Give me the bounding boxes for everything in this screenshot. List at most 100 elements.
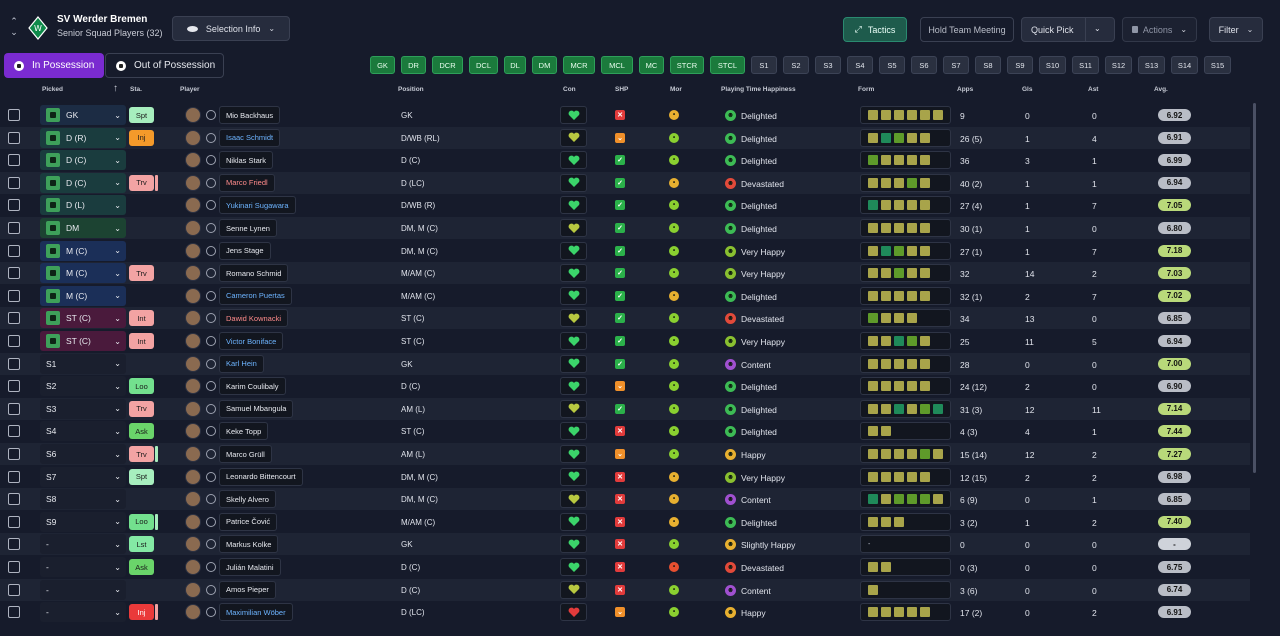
player-name[interactable]: Cameron Puertas	[219, 286, 292, 305]
player-name[interactable]: Yukinari Sugawara	[219, 196, 296, 215]
tab-in-possession[interactable]: In Possession	[4, 53, 104, 78]
avatar[interactable]	[185, 310, 201, 327]
avatar[interactable]	[185, 287, 201, 304]
status-badge[interactable]: Trv	[129, 446, 154, 462]
picked-dropdown[interactable]: D (C) ⌄	[40, 150, 126, 171]
position-chip-dr[interactable]: DR	[401, 56, 426, 74]
row-checkbox[interactable]	[8, 154, 20, 167]
col-apps[interactable]: Apps	[957, 86, 974, 93]
avatar[interactable]	[185, 513, 201, 530]
avatar[interactable]	[185, 174, 201, 191]
player-name[interactable]: Marco Grüll	[219, 445, 272, 463]
picked-dropdown[interactable]: D (R) ⌄	[40, 127, 126, 148]
table-row[interactable]: - ⌄ Amos Pieper D (C) ✕ • ☻ Content 3 (6) 0 0 6.74	[0, 578, 1250, 601]
avatar[interactable]	[185, 536, 201, 553]
col-morale[interactable]: Mor	[670, 86, 682, 93]
col-status[interactable]: Sta.	[130, 86, 142, 93]
table-row[interactable]: M (C) ⌄ Jens Stage DM, M (C) ✓ • ☻ Very Happy 27…	[0, 240, 1250, 262]
player-name[interactable]: Dawid Kownacki	[219, 309, 289, 328]
status-badge[interactable]: Spt	[129, 107, 154, 123]
row-checkbox[interactable]	[8, 289, 20, 302]
position-chip-s15[interactable]: S15	[1204, 56, 1231, 74]
picked-dropdown[interactable]: S3 ⌄	[40, 398, 126, 419]
avatar[interactable]	[185, 107, 201, 123]
col-goals[interactable]: Gls	[1022, 86, 1033, 93]
position-chip-dcr[interactable]: DCR	[432, 56, 463, 74]
col-position[interactable]: Position	[398, 86, 424, 93]
position-chip-s2[interactable]: S2	[783, 56, 809, 74]
picked-dropdown[interactable]: S6 ⌄	[40, 444, 126, 464]
row-checkbox[interactable]	[8, 561, 20, 573]
row-checkbox[interactable]	[8, 448, 20, 460]
position-chip-dl[interactable]: DL	[504, 56, 526, 74]
hold-team-meeting-button[interactable]: Hold Team Meeting	[920, 17, 1014, 42]
position-chip-s1[interactable]: S1	[751, 56, 777, 74]
row-checkbox[interactable]	[8, 109, 20, 121]
table-row[interactable]: D (R) ⌄ Inj Isaac Schmidt D/WB (RL) ⌄ • ☻ Deligh…	[0, 126, 1250, 149]
picked-dropdown[interactable]: S9 ⌄	[40, 511, 126, 532]
col-player[interactable]: Player	[180, 86, 200, 93]
status-badge[interactable]: Lst	[129, 536, 154, 553]
row-checkbox[interactable]	[8, 470, 20, 483]
col-form[interactable]: Form	[858, 86, 875, 93]
player-name[interactable]: Leonardo Bittencourt	[219, 467, 303, 486]
avatar[interactable]	[185, 400, 201, 417]
selection-info-dropdown[interactable]: Selection Info ⌄	[172, 16, 290, 41]
table-row[interactable]: - ⌄ Lst Markus Kolke GK ✕ • ☻ Slightly Happy -0 0 0…	[0, 533, 1250, 556]
row-checkbox[interactable]	[8, 425, 20, 438]
row-checkbox[interactable]	[8, 222, 20, 234]
table-row[interactable]: M (C) ⌄ Trv Romano Schmid M/AM (C) ✓ • ☻ Very Ha…	[0, 262, 1250, 285]
status-badge[interactable]: Ask	[129, 559, 154, 575]
col-picked[interactable]: Picked	[42, 86, 63, 93]
table-row[interactable]: D (C) ⌄ Trv Marco Friedl D (LC) ✓ • ☻ Devastated…	[0, 171, 1250, 194]
avatar[interactable]	[185, 220, 201, 236]
filter-dropdown[interactable]: Filter ⌄	[1209, 17, 1263, 42]
player-name[interactable]: Samuel Mbangula	[219, 399, 294, 418]
row-checkbox[interactable]	[8, 312, 20, 325]
position-chip-s9[interactable]: S9	[1007, 56, 1033, 74]
position-chip-mc[interactable]: MC	[639, 56, 664, 74]
position-chip-s14[interactable]: S14	[1171, 56, 1198, 74]
avatar[interactable]	[185, 378, 201, 395]
status-badge[interactable]: Ask	[129, 423, 154, 440]
row-checkbox[interactable]	[8, 493, 20, 506]
player-name[interactable]: Karim Coulibaly	[219, 377, 286, 396]
position-chip-gk[interactable]: GK	[370, 56, 395, 74]
picked-dropdown[interactable]: DM ⌄	[40, 218, 126, 238]
avatar[interactable]	[185, 333, 201, 349]
row-checkbox[interactable]	[8, 583, 20, 596]
player-name[interactable]: Markus Kolke	[219, 535, 279, 554]
table-scrollbar[interactable]	[1253, 103, 1256, 473]
picked-dropdown[interactable]: GK ⌄	[40, 105, 126, 125]
col-playing-time-happiness[interactable]: Playing Time Happiness	[721, 86, 796, 93]
position-chip-s13[interactable]: S13	[1138, 56, 1165, 74]
table-row[interactable]: GK ⌄ Spt Mio Backhaus GK ✕ • ☻ Delighted 9 0 0 6.92	[0, 104, 1250, 126]
player-name[interactable]: Skelly Alvero	[219, 490, 276, 509]
row-checkbox[interactable]	[8, 402, 20, 415]
player-name[interactable]: Marco Friedl	[219, 173, 275, 192]
avatar[interactable]	[185, 491, 201, 508]
row-checkbox[interactable]	[8, 357, 20, 370]
col-condition[interactable]: Con	[563, 86, 576, 93]
avatar[interactable]	[185, 559, 201, 575]
player-name[interactable]: Romano Schmid	[219, 264, 289, 283]
avatar[interactable]	[185, 197, 201, 214]
row-checkbox[interactable]	[8, 244, 20, 257]
picked-dropdown[interactable]: S7 ⌄	[40, 466, 126, 487]
position-chip-s4[interactable]: S4	[847, 56, 873, 74]
player-name[interactable]: Isaac Schmidt	[219, 128, 281, 147]
picked-dropdown[interactable]: S4 ⌄	[40, 421, 126, 442]
picked-dropdown[interactable]: M (C) ⌄	[40, 263, 126, 284]
position-chip-s5[interactable]: S5	[879, 56, 905, 74]
row-checkbox[interactable]	[8, 267, 20, 280]
position-chip-mcl[interactable]: MCL	[601, 56, 633, 74]
position-chip-s7[interactable]: S7	[943, 56, 969, 74]
status-badge[interactable]: Inj	[129, 129, 154, 146]
player-name[interactable]: Maximilian Wöber	[219, 603, 293, 622]
actions-dropdown[interactable]: Actions ⌄	[1122, 17, 1197, 42]
table-row[interactable]: S2 ⌄ Loo Karim Coulibaly D (C) ⌄ • ☻ Delighted 24…	[0, 375, 1250, 397]
table-row[interactable]: S4 ⌄ Ask Keke Topp ST (C) ✕ • ☻ Delighted 4 (3) 4 1…	[0, 420, 1250, 442]
status-badge[interactable]: Trv	[129, 400, 154, 417]
col-average[interactable]: Avg.	[1154, 86, 1168, 93]
position-chip-s11[interactable]: S11	[1072, 56, 1099, 74]
